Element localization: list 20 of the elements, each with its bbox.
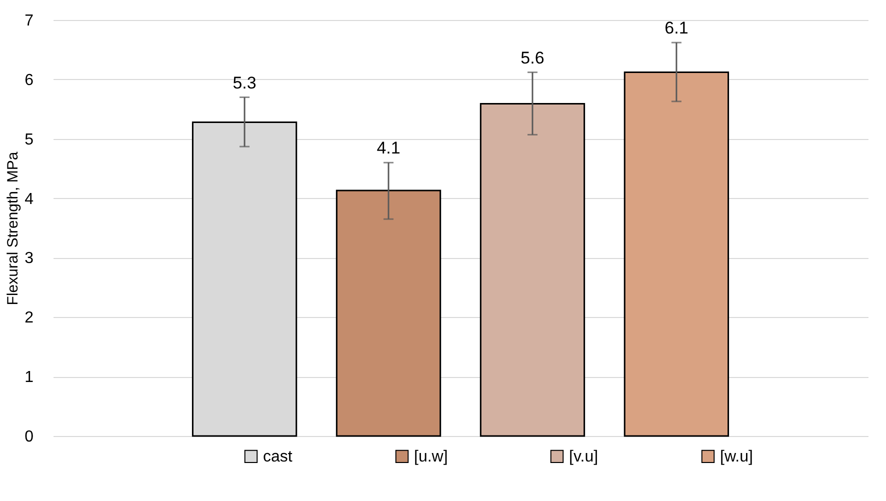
data-label: 5.3 bbox=[232, 73, 256, 92]
bar bbox=[336, 190, 442, 437]
bar bbox=[624, 72, 730, 437]
legend-label: [v.u] bbox=[569, 448, 598, 466]
y-tick-label: 2 bbox=[24, 310, 34, 327]
bar bbox=[480, 103, 586, 437]
data-label: 4.1 bbox=[376, 138, 400, 158]
legend-label: cast bbox=[263, 448, 293, 466]
data-label: 5.6 bbox=[520, 48, 544, 68]
y-tick-label: 5 bbox=[24, 131, 34, 148]
legend-label: [u.w] bbox=[414, 448, 448, 466]
y-tick-label: 3 bbox=[24, 250, 34, 268]
y-tick-label: 0 bbox=[24, 428, 34, 446]
y-tick-label: 7 bbox=[24, 12, 34, 30]
y-tick-label: 4 bbox=[24, 190, 34, 208]
legend-label: [w.u] bbox=[720, 448, 753, 466]
y-tick-label: 6 bbox=[24, 72, 34, 89]
y-tick-label: 1 bbox=[24, 369, 34, 386]
y-axis-title: Flexural Strength, MPa bbox=[4, 151, 22, 306]
data-label: 6.1 bbox=[664, 18, 688, 38]
